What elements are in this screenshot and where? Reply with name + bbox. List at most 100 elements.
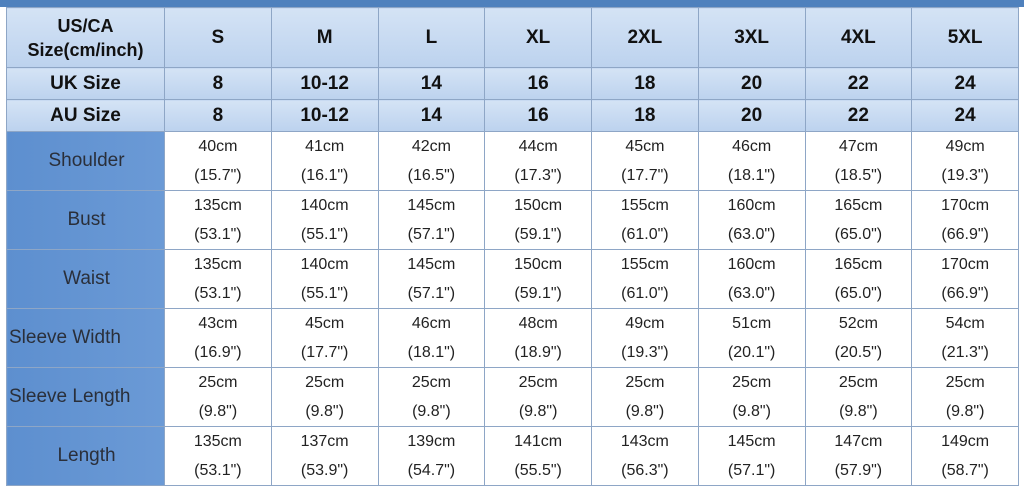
cm-value: 25cm xyxy=(625,374,665,391)
inch-value: (9.8") xyxy=(198,403,238,420)
cm-value: 52cm xyxy=(838,315,878,332)
cell: 139cm (54.7") xyxy=(377,426,486,486)
cell: 155cm (61.0") xyxy=(591,190,699,250)
cell: 51cm (20.1") xyxy=(697,308,806,368)
header-cell: 16 xyxy=(484,99,592,132)
inch-value: (18.9") xyxy=(514,344,562,361)
header-cell: 20 xyxy=(697,67,806,100)
header-cell: 8 xyxy=(164,99,272,132)
inch-value: (15.7") xyxy=(194,167,242,184)
cm-value: 165cm xyxy=(834,256,883,273)
cm-value: 143cm xyxy=(620,433,669,450)
inch-value: (59.1") xyxy=(514,226,562,243)
cell: 54cm (21.3") xyxy=(911,308,1019,368)
inch-value: (9.8") xyxy=(305,403,344,420)
header-cell: 10-12 xyxy=(270,99,379,132)
inch-value: (55.1") xyxy=(300,285,349,302)
inch-value: (63.0") xyxy=(727,226,776,243)
cell: 45cm (17.7") xyxy=(591,131,699,191)
inch-value: (65.0") xyxy=(834,285,883,302)
cell: 25cm (9.8") xyxy=(697,367,806,427)
cm-value: 165cm xyxy=(834,197,883,214)
header-label: US/CA Size(cm/inch) xyxy=(6,7,165,68)
row-label: Bust xyxy=(6,190,165,250)
cm-value: 42cm xyxy=(411,138,451,155)
cm-value: 25cm xyxy=(945,374,985,391)
inch-value: (17.7") xyxy=(300,344,349,361)
size-table: US/CA Size(cm/inch) S M L XL 2XL 3XL 4XL 5XL UK S… xyxy=(6,7,1019,486)
inch-value: (20.1") xyxy=(727,344,776,361)
cm-value: 46cm xyxy=(411,315,451,332)
cell: 48cm (18.9") xyxy=(484,308,592,368)
inch-value: (17.7") xyxy=(621,167,669,184)
cm-value: 137cm xyxy=(300,433,349,450)
cm-value: 49cm xyxy=(945,138,985,155)
cell: 165cm (65.0") xyxy=(804,190,913,250)
header-row: AU Size 8 10-12 14 16 18 20 22 24 xyxy=(6,99,1019,132)
cell: 145cm (57.1") xyxy=(377,249,486,309)
cm-value: 149cm xyxy=(941,433,990,450)
inch-value: (9.8") xyxy=(625,403,665,420)
inch-value: (9.8") xyxy=(518,403,558,420)
inch-value: (55.5") xyxy=(514,462,562,479)
inch-value: (21.3") xyxy=(941,344,989,361)
inch-value: (59.1") xyxy=(514,285,562,302)
cell: 25cm (9.8") xyxy=(164,367,272,427)
cell: 25cm (9.8") xyxy=(804,367,913,427)
cell: 170cm (66.9") xyxy=(911,190,1019,250)
cm-value: 41cm xyxy=(305,138,345,155)
body-row: Shoulder 40cm (15.7") 41cm (16.1") 42cm (16.5"… xyxy=(6,131,1019,191)
header-cell: 10-12 xyxy=(270,67,379,100)
cell: 160cm (63.0") xyxy=(697,249,806,309)
inch-value: (58.7") xyxy=(941,462,989,479)
inch-value: (19.3") xyxy=(941,167,989,184)
body-row: Length 135cm (53.1") 137cm (53.9") 139cm (54.7… xyxy=(6,426,1019,486)
header-cell: XL xyxy=(484,7,592,68)
cm-value: 51cm xyxy=(732,315,772,332)
cell: 41cm (16.1") xyxy=(270,131,379,191)
inch-value: (18.1") xyxy=(727,167,776,184)
header-cell: 8 xyxy=(164,67,272,100)
cm-value: 160cm xyxy=(727,256,776,273)
cm-value: 145cm xyxy=(407,256,456,273)
header-cell: 16 xyxy=(484,67,592,100)
header-cell: 20 xyxy=(697,99,806,132)
cm-value: 145cm xyxy=(727,433,776,450)
cell: 145cm (57.1") xyxy=(377,190,486,250)
cm-value: 147cm xyxy=(834,433,883,450)
inch-value: (53.9") xyxy=(300,462,349,479)
cell: 44cm (17.3") xyxy=(484,131,592,191)
inch-value: (9.8") xyxy=(732,403,771,420)
header-cell: 18 xyxy=(591,99,699,132)
row-label: Length xyxy=(6,426,165,486)
inch-value: (57.1") xyxy=(407,285,456,302)
header-cell: 24 xyxy=(911,99,1019,132)
cell: 140cm (55.1") xyxy=(270,249,379,309)
cm-value: 135cm xyxy=(193,256,242,273)
cm-value: 40cm xyxy=(198,138,238,155)
body-row: Sleeve Length 25cm (9.8") 25cm (9.8") 25cm (9.… xyxy=(6,367,1019,427)
cell: 25cm (9.8") xyxy=(591,367,699,427)
row-label: Waist xyxy=(6,249,165,309)
cm-value: 141cm xyxy=(514,433,563,450)
header-cell: 5XL xyxy=(911,7,1019,68)
cell: 147cm (57.9") xyxy=(804,426,913,486)
inch-value: (53.1") xyxy=(194,462,242,479)
cell: 165cm (65.0") xyxy=(804,249,913,309)
header-row: UK Size 8 10-12 14 16 18 20 22 24 xyxy=(6,67,1019,100)
inch-value: (16.1") xyxy=(300,167,349,184)
cell: 47cm (18.5") xyxy=(804,131,913,191)
inch-value: (53.1") xyxy=(194,226,242,243)
cm-value: 145cm xyxy=(407,197,456,214)
cell: 43cm (16.9") xyxy=(164,308,272,368)
cm-value: 43cm xyxy=(198,315,238,332)
cm-value: 140cm xyxy=(300,256,349,273)
cell: 150cm (59.1") xyxy=(484,249,592,309)
cell: 42cm (16.5") xyxy=(377,131,486,191)
inch-value: (53.1") xyxy=(194,285,242,302)
cell: 135cm (53.1") xyxy=(164,190,272,250)
cm-value: 25cm xyxy=(305,374,345,391)
header-cell: 22 xyxy=(804,99,913,132)
cell: 150cm (59.1") xyxy=(484,190,592,250)
cm-value: 135cm xyxy=(193,433,242,450)
